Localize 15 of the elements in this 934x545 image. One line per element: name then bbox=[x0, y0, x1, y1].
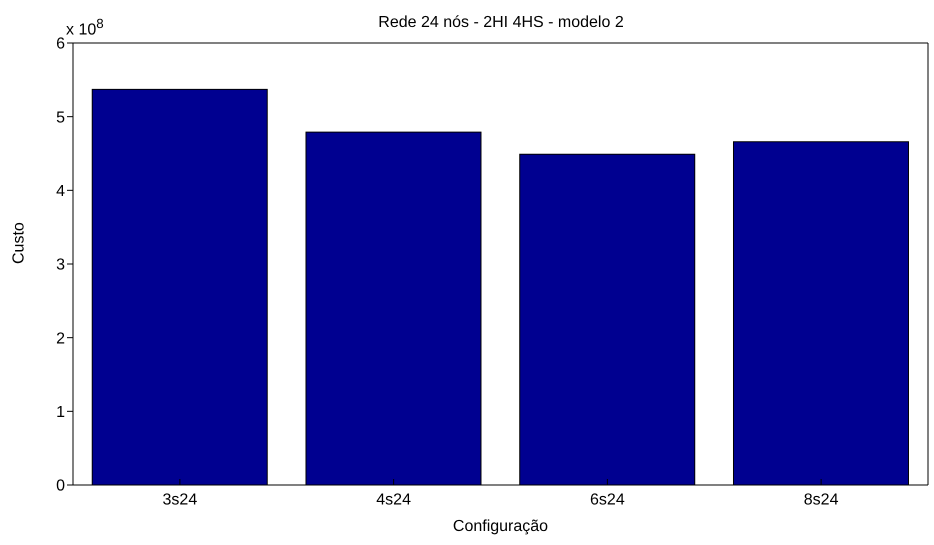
x-axis-title: Configuração bbox=[452, 518, 548, 535]
x-tick-label: 8s24 bbox=[804, 491, 839, 508]
y-tick-label: 6 bbox=[56, 36, 66, 53]
text: x 10$^{8}$ bbox=[66, 16, 104, 40]
y-tick-label: 1 bbox=[56, 404, 66, 422]
chart-title: Rede 24 nós - 2HI 4HS - modelo 2 bbox=[378, 14, 624, 31]
y-axis-title: Custo bbox=[10, 222, 28, 264]
x-tick-label: 3s24 bbox=[162, 491, 198, 508]
x-tick-label: 6s24 bbox=[590, 491, 625, 508]
y-tick-label: 2 bbox=[56, 330, 66, 348]
x-tick-label: 4s24 bbox=[376, 491, 412, 508]
y-tick-label: 4 bbox=[56, 183, 66, 200]
y-tick-label: 0 bbox=[56, 478, 66, 495]
y-tick-label: 3 bbox=[56, 256, 66, 274]
y-tick-label: 5 bbox=[56, 109, 66, 126]
